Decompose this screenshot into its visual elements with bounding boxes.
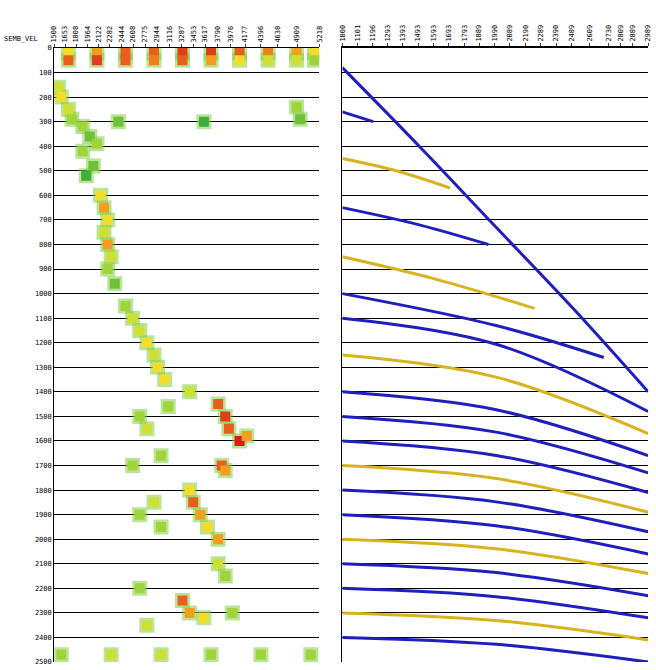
svg-text:800: 800: [39, 241, 52, 249]
svg-text:1293: 1293: [384, 25, 392, 42]
svg-text:3976: 3976: [227, 26, 235, 43]
svg-text:2200: 2200: [35, 585, 52, 593]
svg-text:2444: 2444: [118, 26, 126, 43]
svg-text:1900: 1900: [35, 511, 52, 519]
svg-text:1593: 1593: [430, 25, 438, 42]
svg-text:1800: 1800: [35, 487, 52, 495]
svg-text:200: 200: [39, 94, 52, 102]
svg-text:2608: 2608: [129, 26, 137, 43]
svg-text:500: 500: [39, 167, 52, 175]
svg-text:4396: 4396: [257, 26, 265, 43]
svg-text:1393: 1393: [399, 25, 407, 42]
svg-text:3617: 3617: [201, 26, 209, 43]
svg-text:4638: 4638: [274, 26, 282, 43]
svg-text:2000: 2000: [35, 536, 52, 544]
svg-text:5218: 5218: [316, 26, 324, 43]
svg-text:4177: 4177: [241, 26, 249, 43]
svg-text:1000: 1000: [35, 290, 52, 298]
svg-text:2282: 2282: [106, 26, 114, 43]
svg-text:2289: 2289: [537, 25, 545, 42]
svg-text:1793: 1793: [461, 25, 469, 42]
svg-text:600: 600: [39, 192, 52, 200]
svg-text:100: 100: [39, 69, 52, 77]
svg-text:300: 300: [39, 118, 52, 126]
svg-text:1889: 1889: [475, 25, 483, 42]
svg-text:2989: 2989: [644, 25, 652, 42]
svg-text:2089: 2089: [506, 25, 514, 42]
svg-text:2889: 2889: [629, 25, 637, 42]
svg-text:1493: 1493: [414, 25, 422, 42]
svg-text:1693: 1693: [445, 25, 453, 42]
svg-text:1990: 1990: [491, 25, 499, 42]
svg-text:3790: 3790: [214, 26, 222, 43]
svg-text:0: 0: [48, 44, 52, 52]
svg-text:2730: 2730: [605, 25, 613, 42]
svg-text:2100: 2100: [35, 560, 52, 568]
svg-text:1101: 1101: [354, 25, 362, 42]
svg-text:2300: 2300: [35, 609, 52, 617]
svg-text:2390: 2390: [552, 25, 560, 42]
svg-text:1300: 1300: [35, 364, 52, 372]
svg-text:1808: 1808: [72, 26, 80, 43]
svg-text:2775: 2775: [141, 26, 149, 43]
svg-text:700: 700: [39, 216, 52, 224]
svg-text:1600: 1600: [35, 437, 52, 445]
svg-text:900: 900: [39, 265, 52, 273]
svg-text:1500: 1500: [50, 26, 58, 43]
svg-text:3453: 3453: [190, 26, 198, 43]
svg-text:1700: 1700: [35, 462, 52, 470]
svg-text:3116: 3116: [166, 26, 174, 43]
svg-text:SEMB_VEL: SEMB_VEL: [4, 35, 38, 43]
svg-text:400: 400: [39, 143, 52, 151]
svg-text:1400: 1400: [35, 388, 52, 396]
svg-text:1000: 1000: [339, 25, 347, 42]
svg-text:4909: 4909: [293, 26, 301, 43]
svg-text:1100: 1100: [35, 315, 52, 323]
svg-text:1200: 1200: [35, 339, 52, 347]
svg-text:2400: 2400: [35, 634, 52, 642]
svg-text:2809: 2809: [617, 25, 625, 42]
svg-text:1500: 1500: [35, 413, 52, 421]
svg-text:1196: 1196: [369, 25, 377, 42]
svg-text:3287: 3287: [178, 26, 186, 43]
svg-text:2122: 2122: [95, 26, 103, 43]
svg-text:2500: 2500: [35, 658, 52, 666]
svg-text:2944: 2944: [153, 26, 161, 43]
svg-text:2609: 2609: [586, 25, 594, 42]
svg-text:2190: 2190: [522, 25, 530, 42]
svg-text:2489: 2489: [568, 25, 576, 42]
svg-text:1653: 1653: [61, 26, 69, 43]
svg-text:1964: 1964: [84, 26, 92, 43]
